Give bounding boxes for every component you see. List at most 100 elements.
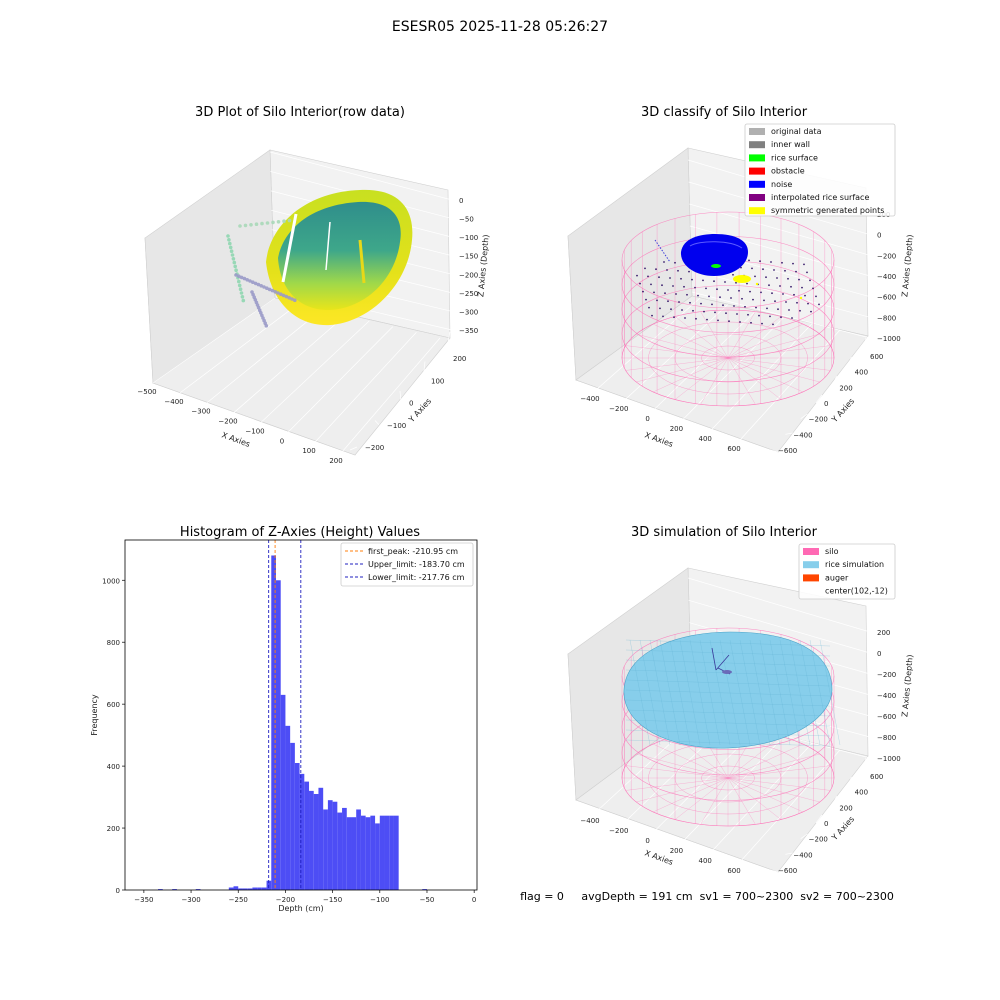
panel4-legend-label: silo (825, 547, 839, 556)
histogram-ytick-label: 200 (107, 825, 120, 833)
panel2-surface-dot (728, 320, 730, 323)
panel4-mesh-line (625, 739, 831, 747)
panel1-ticks: −500−400−300−200−10001002002001000−100−2… (137, 197, 478, 465)
panel2-legend-label: inner wall (771, 140, 810, 149)
panel2-ztick: −1000 (877, 335, 901, 343)
panel4-silo-floor-spoke (727, 736, 782, 779)
panel4-mesh-line (625, 709, 831, 717)
panel2-surface-dot (694, 286, 696, 289)
panel1-raw-point (237, 283, 242, 288)
panel2-legend: original data inner wall rice surface obsta… (744, 123, 896, 217)
panel4-gridline-y (785, 852, 793, 855)
panel2-surface-dot (773, 269, 775, 271)
panel4-xtick: 400 (699, 857, 712, 865)
panel2-surface-dot (782, 293, 784, 295)
panel2-silo-floor-spoke (727, 357, 831, 371)
panel2-surface-dot (664, 292, 666, 295)
panel2-silo-floor-spoke (674, 357, 729, 400)
panel2-surface-dot (650, 283, 652, 286)
panel1-gridline-y (422, 361, 426, 381)
panel2-surface-dot (719, 296, 721, 299)
panel2-surface-dot (636, 274, 638, 277)
panel1-raw-point (279, 292, 283, 297)
histogram-bar (313, 793, 319, 890)
panel2-ztick: −400 (877, 273, 896, 281)
panel2-surface-dot (659, 307, 661, 310)
panel2-surface-dot (801, 286, 803, 289)
panel2-ytick: 400 (855, 369, 868, 377)
histogram-xtick-label: −150 (323, 896, 342, 904)
panel4-mesh-line (625, 649, 831, 657)
panel4-mesh-line (739, 639, 761, 746)
panel2-surface-dot (695, 317, 697, 320)
panel4-mesh-line (759, 639, 781, 746)
panel1-raw-point (238, 287, 243, 292)
histogram-bar (280, 694, 286, 890)
panel2-surface-dot (738, 289, 740, 292)
panel2-surface-dot (759, 260, 761, 263)
histogram-legend-label: first_peak: -210.95 cm (368, 547, 458, 556)
panel1-raw-point (239, 275, 244, 280)
panel2-ylabel: Y Axies (829, 397, 856, 425)
panel2-surface-dot (740, 266, 742, 269)
panel2-ytick: −400 (793, 431, 812, 439)
panel4-xtick: −200 (609, 827, 628, 835)
panel4-mesh-line (789, 639, 811, 746)
panel4-legend-label: center(102,-12) (825, 587, 888, 596)
histogram-bar (257, 887, 262, 890)
histogram-bar (370, 815, 376, 890)
panel4-mesh-line (719, 639, 741, 746)
panel1-raw-point (234, 273, 238, 277)
histogram-bar (365, 817, 371, 890)
histogram-bar (379, 815, 385, 890)
panel2-surface-dot (746, 282, 748, 285)
histogram-ytick-label: 400 (107, 763, 120, 771)
panel4-ztick: −1000 (877, 755, 901, 763)
panel1-gridline-x (287, 326, 394, 433)
panel2-legend-label: rice surface (771, 153, 818, 162)
panel4-mesh-line (679, 639, 701, 746)
panel1-gridline-y (399, 390, 402, 403)
histogram-xtick-label: −200 (276, 896, 295, 904)
panel4-mesh-line (625, 689, 831, 697)
panel2-surface-dot (732, 273, 734, 276)
panel2-surface-dot (702, 279, 704, 282)
panel2-ytick: 600 (870, 353, 883, 361)
panel1-gridline-y (444, 331, 451, 359)
panel4-ytick: 400 (855, 789, 868, 797)
histogram-title: Histogram of Z-Axies (Height) Values (180, 525, 420, 540)
panel4-ytick: 600 (870, 773, 883, 781)
panel2-surface-dot (697, 294, 699, 297)
panel4-gridline-z (688, 599, 871, 654)
histogram-reference-lines (268, 540, 302, 890)
panel2-silo-floor-spoke (625, 357, 729, 371)
panel2-gridline-y (785, 432, 793, 435)
panel2-surface-dot (655, 268, 657, 271)
panel1-gridline-x (206, 309, 323, 403)
panel1-raw-point (243, 223, 248, 228)
histogram-frame (124, 539, 478, 891)
panel4-mesh-line (629, 639, 651, 746)
panel2-surface-dot (749, 290, 751, 293)
histogram-xtick-label: −100 (370, 896, 389, 904)
panel2-surface-dot (716, 288, 718, 291)
panel2-surface-dot (678, 301, 680, 303)
panel2-surface-dot (705, 287, 707, 290)
panel2-surface-dot (818, 303, 820, 306)
histogram-bar (327, 800, 333, 890)
panel2-silo-floor-spoke (636, 357, 729, 383)
panel4-mesh-line (689, 639, 711, 746)
histogram-bar (342, 807, 347, 890)
panel1-raw-point (267, 287, 272, 292)
histogram-legend-label: Upper_limit: -183.70 cm (368, 560, 465, 569)
histogram-xlabel: Depth (cm) (278, 904, 323, 913)
panel4-mesh-line (625, 729, 831, 737)
histogram-ytick-label: 800 (107, 639, 120, 647)
panel2-surface-dot (793, 293, 795, 296)
histogram-bar (384, 815, 390, 890)
panel4-silo-floor-spoke (727, 743, 804, 779)
panel4-auger (711, 647, 732, 675)
panel2-surface-dot (669, 277, 671, 279)
panel4-title: 3D simulation of Silo Interior (631, 525, 818, 540)
panel2-silo-floor-spoke (727, 333, 820, 359)
